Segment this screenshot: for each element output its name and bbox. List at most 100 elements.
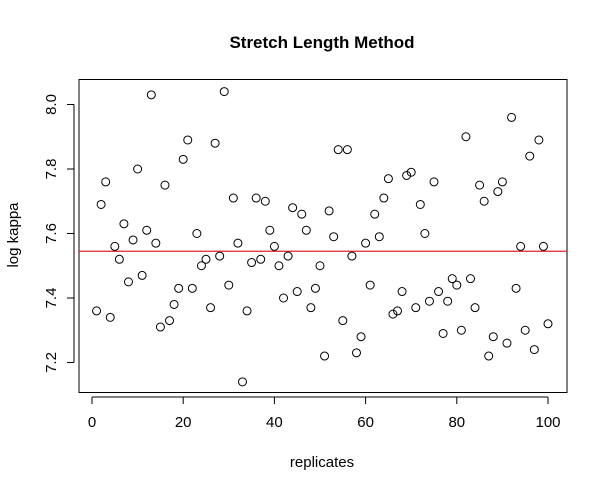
data-point: [133, 164, 143, 174]
data-point: [260, 196, 270, 206]
data-point: [301, 225, 311, 235]
y-axis-label: log kappa: [5, 202, 22, 268]
data-point: [192, 229, 202, 238]
x-tick-label: 20: [175, 414, 192, 431]
data-point: [415, 199, 425, 209]
y-tick-label: 7.6: [43, 223, 60, 244]
data-point: [306, 303, 316, 313]
y-tick-label: 8.0: [43, 94, 60, 115]
data-point: [493, 187, 503, 197]
data-point: [338, 316, 348, 326]
data-point: [201, 254, 211, 264]
data-point: [456, 325, 466, 335]
data-point: [507, 112, 517, 122]
data-point: [114, 254, 124, 264]
data-point: [465, 274, 475, 284]
data-point: [228, 193, 238, 203]
data-point: [315, 261, 325, 271]
data-point: [242, 306, 252, 316]
x-tick-label: 80: [448, 414, 465, 431]
data-point: [443, 296, 453, 306]
data-point: [215, 251, 225, 261]
data-point: [160, 180, 170, 190]
data-point: [543, 319, 553, 329]
y-tick-label: 7.2: [43, 352, 60, 373]
data-point: [165, 316, 175, 326]
data-point: [119, 219, 129, 229]
data-point: [210, 138, 220, 148]
data-point: [365, 280, 375, 290]
data-point: [101, 177, 111, 187]
data-point: [534, 135, 544, 145]
x-axis-label: replicates: [290, 454, 354, 471]
data-point: [320, 351, 330, 361]
data-point: [529, 345, 539, 355]
data-point: [297, 209, 307, 219]
data-point: [379, 193, 389, 203]
data-point: [110, 241, 120, 251]
data-point: [288, 203, 298, 213]
data-point: [434, 287, 444, 297]
data-point: [420, 229, 430, 238]
data-point: [146, 90, 156, 100]
data-point: [538, 241, 548, 251]
data-point: [92, 306, 102, 316]
data-point: [393, 306, 403, 316]
data-point: [424, 296, 434, 306]
data-point: [488, 332, 498, 342]
plot-box: [78, 79, 568, 393]
data-point: [151, 238, 161, 248]
data-points: [92, 87, 553, 387]
data-point: [525, 151, 535, 161]
data-point: [388, 309, 398, 319]
data-point: [429, 177, 439, 187]
data-point: [347, 251, 357, 261]
data-point: [374, 232, 384, 242]
x-tick-label: 100: [535, 414, 560, 431]
data-point: [123, 277, 133, 287]
y-tick-label: 7.4: [43, 288, 60, 309]
data-point: [105, 312, 115, 322]
data-point: [265, 225, 275, 235]
data-point: [324, 206, 334, 216]
x-tick-label: 60: [357, 414, 374, 431]
x-axis: 0 20 40 60 80 100: [88, 396, 561, 431]
data-point: [333, 145, 343, 155]
data-point: [411, 303, 421, 313]
data-point: [329, 232, 339, 242]
y-tick-label: 7.8: [43, 159, 60, 180]
data-point: [224, 280, 234, 290]
data-point: [406, 167, 416, 177]
x-tick-label: 40: [266, 414, 283, 431]
data-point: [196, 261, 206, 271]
data-point: [361, 238, 371, 248]
data-point: [452, 280, 462, 290]
data-point: [237, 377, 247, 387]
data-point: [397, 287, 407, 297]
data-point: [169, 299, 179, 309]
data-point: [479, 196, 489, 206]
data-point: [137, 270, 147, 280]
data-point: [206, 303, 216, 313]
data-point: [142, 225, 152, 235]
data-point: [342, 145, 352, 155]
data-point: [511, 283, 521, 293]
data-point: [292, 287, 302, 297]
data-point: [174, 283, 184, 293]
data-point: [155, 322, 165, 332]
data-point: [96, 199, 106, 209]
data-point: [233, 238, 243, 248]
data-point: [219, 87, 229, 97]
data-point: [274, 261, 284, 271]
data-point: [438, 328, 448, 338]
data-point: [351, 348, 361, 358]
data-point: [484, 351, 494, 361]
chart-title: Stretch Length Method: [229, 33, 414, 52]
data-point: [402, 170, 412, 180]
y-axis: 7.2 7.4 7.6 7.8 8.0: [43, 94, 75, 373]
data-point: [251, 193, 261, 203]
data-point: [187, 283, 197, 293]
x-tick-label: 0: [88, 414, 96, 431]
data-point: [183, 135, 193, 145]
data-point: [475, 180, 485, 190]
